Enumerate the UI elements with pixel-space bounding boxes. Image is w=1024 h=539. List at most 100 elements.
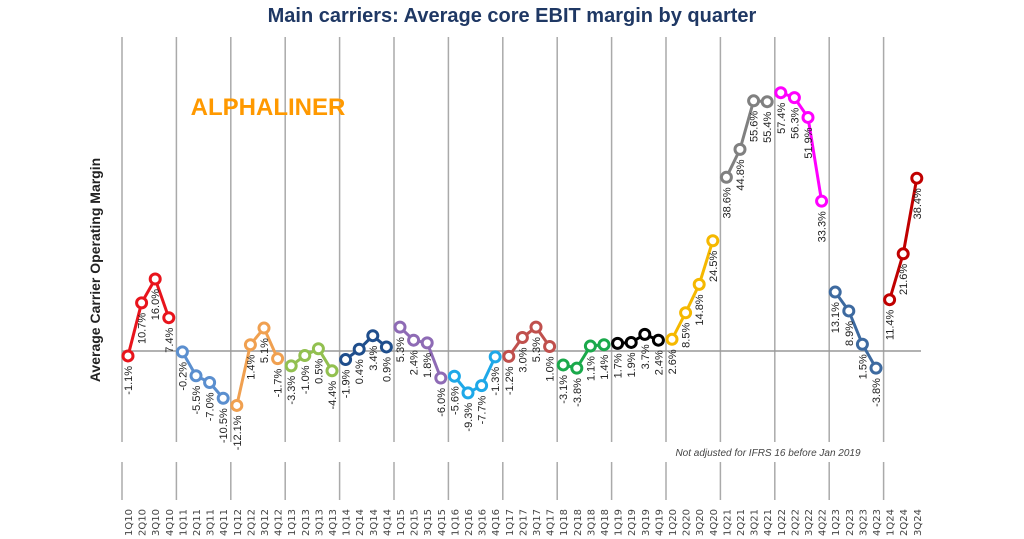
y-axis-label: Average Carrier Operating Margin: [87, 158, 103, 382]
data-label: 2.4%: [409, 350, 421, 375]
data-label: 56.3%: [789, 107, 801, 138]
data-point: [135, 296, 149, 310]
data-point: [393, 320, 407, 334]
data-point: [747, 94, 761, 108]
data-point: [896, 247, 910, 261]
x-tick-label: 4Q22: [818, 509, 829, 536]
data-label: -1.7%: [273, 368, 285, 397]
data-point: [733, 142, 747, 156]
data-point: [570, 361, 584, 375]
data-point: [284, 359, 298, 373]
data-label: -7.7%: [477, 395, 489, 424]
x-tick-label: 2Q14: [355, 509, 366, 536]
series-line: [833, 291, 878, 369]
series-line: [562, 343, 605, 370]
data-label: 1.7%: [613, 353, 625, 378]
data-label: 1.9%: [626, 352, 638, 377]
data-label: 2.6%: [667, 349, 679, 374]
x-tick-label: 3Q12: [260, 509, 271, 536]
data-point: [624, 335, 638, 349]
data-label: 8.9%: [844, 321, 856, 346]
data-point: [869, 361, 883, 375]
x-tick-label: 1Q17: [505, 509, 516, 536]
x-tick-label: 2Q10: [138, 509, 149, 536]
watermark-logo: ALPHALINER: [191, 94, 346, 121]
data-point: [148, 272, 162, 286]
data-point: [719, 170, 733, 184]
x-tick-label: 2Q23: [845, 509, 856, 536]
x-tick-label: 4Q10: [165, 509, 176, 536]
x-tick-label: 4Q11: [219, 509, 230, 536]
data-point: [787, 91, 801, 105]
x-tick-label: 3Q20: [695, 509, 706, 536]
data-label: 21.6%: [898, 264, 910, 295]
data-label: 0.9%: [381, 357, 393, 382]
x-tick-label: 1Q15: [396, 509, 407, 536]
x-tick-label: 1Q19: [614, 509, 625, 536]
data-label: 55.6%: [749, 111, 761, 142]
x-tick-label: 4Q15: [437, 509, 448, 536]
data-point: [543, 340, 557, 353]
data-point: [556, 358, 570, 372]
data-point: [325, 364, 339, 378]
data-label: 5.1%: [259, 338, 271, 363]
data-point: [583, 339, 597, 353]
data-point: [216, 391, 230, 405]
data-label: 38.6%: [721, 187, 733, 218]
x-tick-label: 4Q17: [546, 509, 557, 536]
x-tick-label: 2Q19: [627, 509, 638, 536]
data-label: 7.4%: [164, 327, 176, 352]
x-tick-label: 3Q10: [151, 509, 162, 536]
series-line: [126, 275, 171, 357]
x-tick-label: 3Q21: [750, 509, 761, 536]
data-point: [311, 342, 325, 356]
data-point: [434, 371, 448, 385]
x-tick-label: 3Q19: [641, 509, 652, 536]
data-point: [910, 171, 924, 185]
data-point: [828, 285, 842, 299]
x-tick-label: 1Q12: [233, 509, 244, 536]
series-line: [507, 325, 551, 358]
data-point: [257, 321, 271, 335]
data-label: 38.4%: [912, 188, 924, 219]
data-label: 8.5%: [681, 323, 693, 348]
data-label: 0.4%: [354, 359, 366, 384]
data-label: -1.0%: [300, 365, 312, 394]
data-label: 5.3%: [395, 337, 407, 362]
x-tick-label: 2Q18: [573, 509, 584, 536]
data-label: -3.8%: [572, 378, 584, 407]
data-point: [692, 277, 706, 291]
x-tick-label: 1Q16: [450, 509, 461, 536]
data-label: -1.2%: [504, 366, 516, 395]
data-label: 13.1%: [830, 302, 842, 333]
x-tick-label: 4Q13: [328, 509, 339, 536]
data-point: [842, 304, 856, 318]
x-tick-label: 1Q24: [886, 509, 897, 536]
data-point: [298, 349, 312, 362]
data-point: [121, 349, 135, 363]
series-line: [181, 351, 225, 400]
x-tick-label: 3Q16: [478, 509, 489, 536]
x-tick-label: 3Q22: [804, 509, 815, 536]
x-tick-label: 4Q16: [491, 509, 502, 536]
data-label: -3.1%: [558, 375, 570, 404]
data-point: [679, 306, 693, 320]
data-point: [475, 379, 489, 393]
data-label: -9.3%: [463, 403, 475, 432]
x-tick-label: 3Q14: [369, 509, 380, 536]
data-point: [665, 332, 679, 346]
data-label: -1.9%: [341, 369, 353, 398]
x-tick-label: 3Q18: [586, 509, 597, 536]
data-point: [815, 194, 829, 208]
data-point: [883, 293, 897, 307]
data-point: [162, 311, 176, 325]
data-label: 0.5%: [313, 359, 325, 384]
data-label: 51.9%: [803, 127, 815, 158]
data-point: [488, 350, 502, 364]
data-point: [597, 338, 611, 352]
data-label: 3.7%: [640, 344, 652, 369]
data-point: [175, 345, 189, 359]
x-tick-label: 2Q20: [682, 509, 693, 536]
x-tick-label: 1Q18: [559, 509, 570, 536]
